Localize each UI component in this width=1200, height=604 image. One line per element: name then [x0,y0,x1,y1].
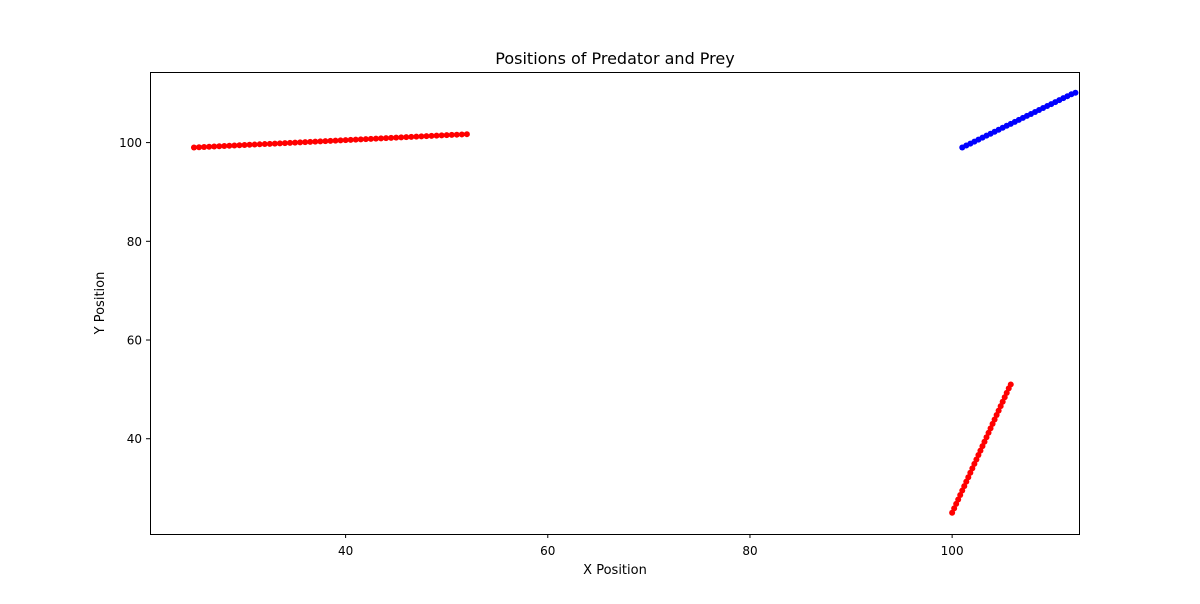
data-point-s1-2 [196,144,203,151]
data-point-s1-31 [342,137,349,144]
data-point-s1-36 [367,135,374,142]
data-point-s1-44 [408,133,415,140]
y-axis-label: Y Position [93,272,108,336]
data-point-s1-13 [251,141,258,148]
data-point-s1-33 [352,136,359,143]
data-point-s1-37 [372,135,379,142]
y-axis-ticks: 40 60 80 100 [119,136,150,446]
data-point-s1-48 [428,132,435,139]
data-point-s1-51 [443,132,450,139]
data-point-s1-3 [201,144,208,151]
data-point-s1-14 [256,141,263,148]
data-point-s1-20 [287,139,294,146]
data-point-s1-47 [423,133,430,140]
data-point-s1-25 [312,138,319,145]
data-point-s1-40 [388,134,395,141]
data-point-s1-52 [448,131,455,138]
data-point-s1-1 [190,144,197,151]
data-point-s1-12 [246,141,253,148]
data-point-s1-7 [221,143,228,150]
data-point-s1-24 [307,138,314,145]
y-tick-label: 60 [127,334,142,348]
data-point-s1-53 [453,131,460,138]
data-point-s1-50 [438,132,445,139]
data-point-s1-17 [271,140,278,147]
data-point-s1-16 [266,140,273,147]
data-point-s1-43 [403,134,410,141]
data-point-s1-54 [458,131,465,138]
data-point-s1-11 [241,142,248,149]
x-tick-label: 60 [540,544,555,558]
data-point-s1-39 [383,135,390,142]
data-point-s1-23 [302,139,309,146]
data-point-s1-29 [332,137,339,144]
data-point-s1-9 [231,142,238,149]
data-point-s1-32 [347,136,354,143]
data-point-s1-41 [393,134,400,141]
data-point-s1-45 [413,133,420,140]
x-tick-label: 80 [742,544,757,558]
data-point-s1-28 [327,137,334,144]
data-point-s1-49 [433,132,440,139]
data-point-s1-26 [317,138,324,145]
data-point-s1-35 [362,136,369,143]
data-point-s1-38 [377,135,384,142]
data-point-s1-46 [418,133,425,140]
data-point-s1-10 [236,142,243,149]
x-axis-label: X Position [583,563,647,578]
data-point-s1-21 [292,139,299,146]
data-point-s1-8 [226,142,233,149]
y-tick-label: 40 [127,432,142,446]
data-point-s1-34 [357,136,364,143]
data-point-s1-18 [276,140,283,147]
data-points [190,89,1079,516]
plot-frame [150,72,1080,535]
data-point-s3-29 [1072,89,1079,96]
x-tick-label: 100 [941,544,964,558]
chart-title: Positions of Predator and Prey [495,49,734,68]
data-point-s1-42 [398,134,405,141]
y-tick-label: 80 [127,235,142,249]
data-point-s1-22 [297,139,304,146]
data-point-s1-5 [211,143,218,150]
x-axis-ticks: 40 60 80 100 [338,534,964,558]
y-tick-label: 100 [119,136,142,150]
x-tick-label: 40 [338,544,353,558]
data-point-s1-15 [261,141,268,148]
data-point-s1-19 [281,140,288,147]
data-point-s1-6 [216,143,223,150]
data-point-s1-4 [206,143,213,150]
data-point-s1-55 [463,131,470,138]
data-point-s1-30 [337,137,344,144]
data-point-s2-30 [1007,381,1014,388]
data-point-s1-27 [322,138,329,145]
